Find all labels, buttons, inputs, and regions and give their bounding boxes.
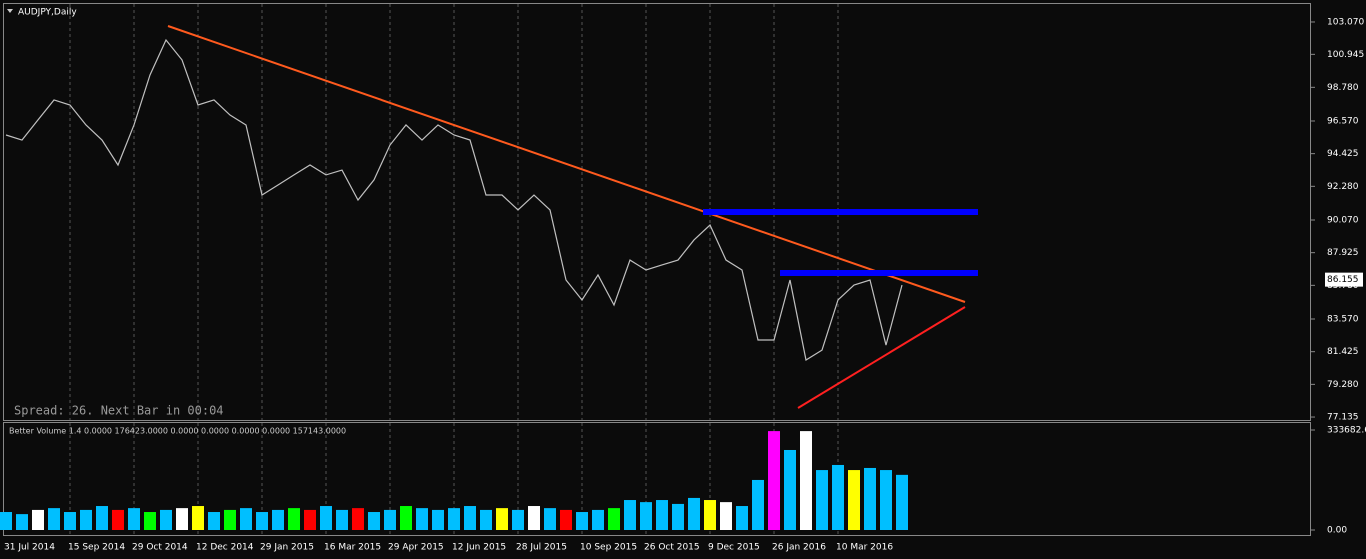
volume-bar (864, 467, 876, 530)
volume-bar (688, 497, 700, 530)
volume-bar (560, 509, 572, 530)
volume-bar (624, 500, 636, 530)
volume-bar (512, 509, 524, 530)
volume-bar (144, 512, 156, 530)
volume-bar (448, 508, 460, 530)
volume-bar (128, 508, 140, 530)
plot-layer (0, 4, 908, 535)
volume-bar (80, 509, 92, 530)
annotation: Spread: 26. Next Bar in 00:04 (14, 404, 224, 418)
volume-bar (288, 508, 300, 530)
chart-title: AUDJPY,Daily (18, 8, 77, 18)
x-tick-label: 10 Mar 2016 (836, 543, 893, 553)
volume-bar (656, 500, 668, 530)
x-tick-label: 15 Sep 2014 (68, 543, 125, 553)
price-panel (3, 3, 1311, 421)
y-tick-label: 333682.6 (1327, 426, 1366, 436)
volume-bar (544, 508, 556, 530)
volume-bar (496, 508, 508, 530)
x-tick-label: 16 Mar 2015 (324, 543, 381, 553)
volume-bar (576, 512, 588, 530)
volume-bar (848, 470, 860, 530)
volume-bar (160, 509, 172, 530)
x-tick-label: 28 Jul 2015 (516, 543, 567, 553)
volume-bar (96, 506, 108, 530)
volume-bar (368, 512, 380, 530)
x-tick-label: 29 Oct 2014 (132, 543, 188, 553)
volume-bar (48, 508, 60, 530)
last-price-label: 86.155 (1327, 275, 1359, 285)
volume-bar (336, 509, 348, 530)
volume-bar (832, 464, 844, 530)
menu-arrow (7, 9, 13, 13)
volume-panel (3, 422, 1311, 536)
volume-bar (176, 508, 188, 530)
support-trendline (797, 306, 966, 409)
volume-bar (736, 506, 748, 530)
x-tick-label: 26 Jan 2016 (772, 543, 826, 553)
volume-bar (528, 506, 540, 530)
volume-bar (704, 500, 716, 530)
x-tick-label: 29 Jan 2015 (260, 543, 314, 553)
y-tick-label: 0.00 (1327, 526, 1347, 536)
volume-bar (208, 512, 220, 530)
x-tick-label: 31 Jul 2014 (4, 543, 55, 553)
indicator-title: Better Volume 1.4 0.0000 176423.0000 0.0… (9, 427, 346, 436)
volume-bar (32, 509, 44, 530)
volume-bar (880, 470, 892, 530)
x-tick-label: 12 Dec 2014 (196, 543, 254, 553)
volume-bar (272, 509, 284, 530)
y-tick-label: 98.780 (1327, 83, 1359, 93)
x-tick-label: 29 Apr 2015 (388, 543, 444, 553)
x-tick-label: 9 Dec 2015 (708, 543, 760, 553)
y-tick-label: 100.945 (1327, 50, 1364, 60)
volume-bar (432, 509, 444, 530)
price-line (5, 38, 903, 361)
y-tick-label: 77.135 (1327, 413, 1359, 423)
x-tick-label: 10 Sep 2015 (580, 543, 637, 553)
resistance-trendline (167, 25, 966, 303)
volume-bar (464, 506, 476, 530)
volume-bar (720, 502, 732, 530)
volume-bar (16, 514, 28, 530)
volume-bar (896, 474, 908, 530)
y-tick-label: 81.425 (1327, 347, 1359, 357)
volume-bar (384, 509, 396, 530)
volume-bar (400, 506, 412, 530)
y-tick-label: 83.570 (1327, 315, 1359, 325)
x-tick-label: 26 Oct 2015 (644, 543, 700, 553)
volume-bar (416, 508, 428, 530)
y-tick-label: 90.070 (1327, 215, 1359, 225)
volume-bar (192, 506, 204, 530)
volume-bar (592, 509, 604, 530)
volume-bar (304, 509, 316, 530)
volume-bar (320, 506, 332, 530)
volume-bar (672, 503, 684, 530)
y-tick-label: 92.280 (1327, 182, 1359, 192)
y-tick-label: 87.925 (1327, 248, 1359, 258)
volume-bar (240, 508, 252, 530)
volume-bar (640, 502, 652, 530)
volume-bar (816, 470, 828, 530)
y-tick-label: 103.070 (1327, 17, 1364, 27)
volume-bar (768, 431, 780, 530)
volume-bar (64, 512, 76, 530)
volume-bar (800, 431, 812, 530)
volume-bar (0, 512, 12, 530)
volume-bar (256, 512, 268, 530)
y-tick-label: 96.570 (1327, 116, 1359, 126)
x-tick-label: 12 Jun 2015 (452, 543, 506, 553)
y-tick-label: 79.280 (1327, 380, 1359, 390)
volume-bar (352, 508, 364, 530)
volume-bar (608, 508, 620, 530)
volume-bar (480, 509, 492, 530)
volume-bar (784, 449, 796, 530)
last-price-box (1325, 272, 1363, 287)
volume-bar (112, 509, 124, 530)
y-tick-label: 94.425 (1327, 149, 1359, 159)
volume-bar (224, 509, 236, 530)
volume-bar (752, 479, 764, 530)
